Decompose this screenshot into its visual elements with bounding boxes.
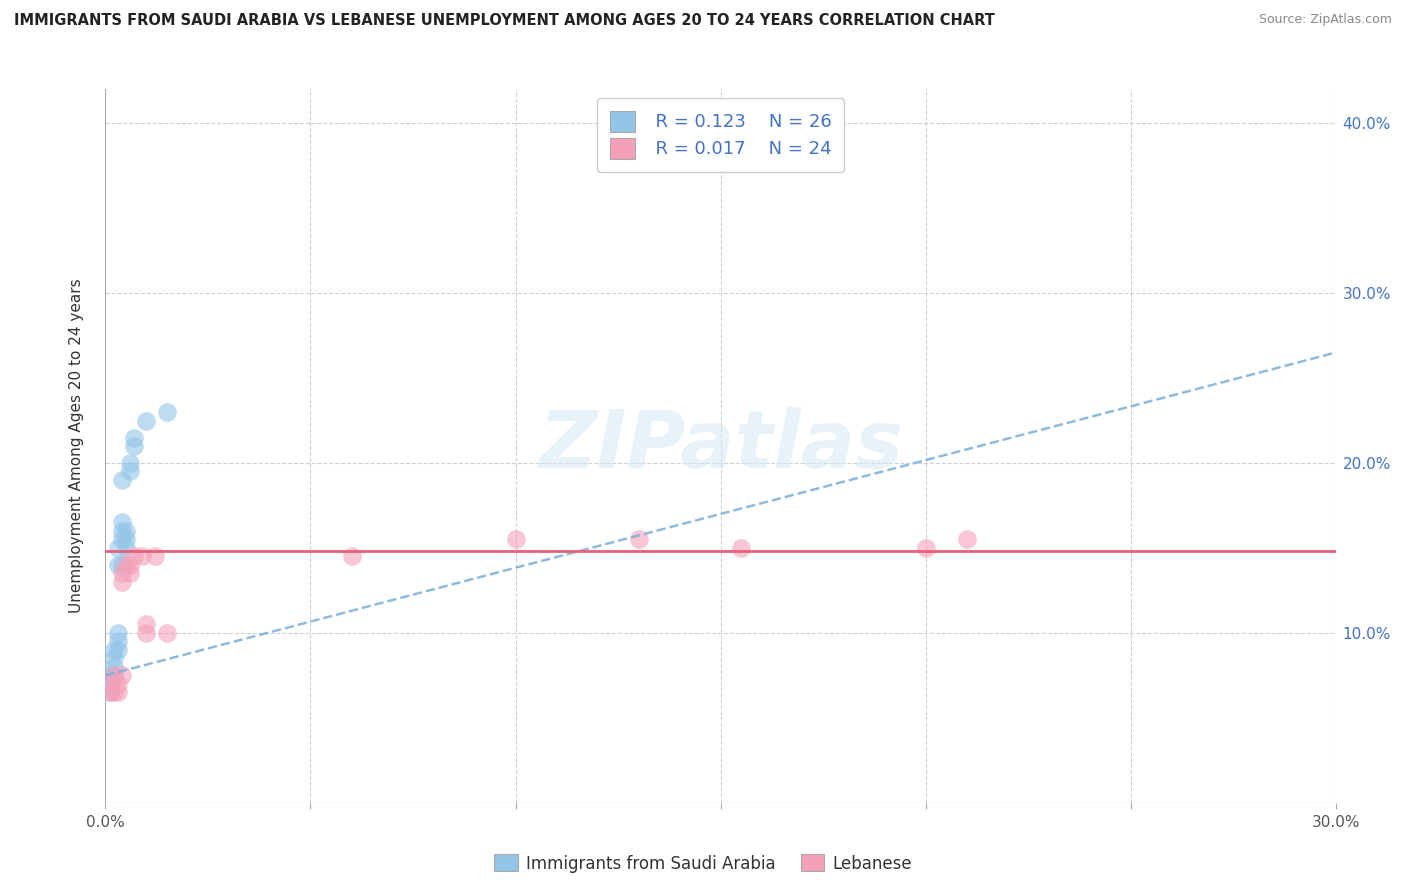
- Point: [135, 617, 157, 632]
- Point: [103, 660, 125, 674]
- Point: [98, 685, 121, 699]
- Point: [103, 643, 125, 657]
- Point: [115, 558, 138, 572]
- Point: [131, 549, 153, 564]
- Point: [107, 626, 129, 640]
- Point: [914, 541, 936, 555]
- Text: Source: ZipAtlas.com: Source: ZipAtlas.com: [1258, 13, 1392, 27]
- Point: [111, 516, 134, 530]
- Point: [120, 456, 141, 470]
- Point: [103, 668, 125, 682]
- Point: [107, 558, 129, 572]
- Point: [115, 541, 138, 555]
- Point: [122, 439, 145, 453]
- Text: IMMIGRANTS FROM SAUDI ARABIA VS LEBANESE UNEMPLOYMENT AMONG AGES 20 TO 24 YEARS : IMMIGRANTS FROM SAUDI ARABIA VS LEBANESE…: [14, 13, 995, 29]
- Legend: Immigrants from Saudi Arabia, Lebanese: Immigrants from Saudi Arabia, Lebanese: [488, 847, 918, 880]
- Point: [107, 643, 129, 657]
- Point: [107, 634, 129, 648]
- Point: [120, 558, 141, 572]
- Point: [111, 668, 134, 682]
- Point: [505, 533, 527, 547]
- Point: [107, 685, 129, 699]
- Point: [111, 558, 134, 572]
- Point: [135, 626, 157, 640]
- Legend:   R = 0.123    N = 26,   R = 0.017    N = 24: R = 0.123 N = 26, R = 0.017 N = 24: [598, 98, 844, 171]
- Point: [98, 677, 121, 691]
- Point: [730, 541, 752, 555]
- Point: [111, 574, 134, 589]
- Point: [98, 668, 121, 682]
- Point: [115, 533, 138, 547]
- Y-axis label: Unemployment Among Ages 20 to 24 years: Unemployment Among Ages 20 to 24 years: [69, 278, 84, 614]
- Point: [627, 533, 650, 547]
- Point: [107, 541, 129, 555]
- Point: [156, 405, 179, 419]
- Point: [98, 677, 121, 691]
- Point: [98, 685, 121, 699]
- Point: [103, 685, 125, 699]
- Point: [111, 566, 134, 581]
- Point: [120, 465, 141, 479]
- Point: [107, 677, 129, 691]
- Point: [122, 430, 145, 444]
- Point: [103, 651, 125, 665]
- Point: [956, 533, 979, 547]
- Point: [156, 626, 179, 640]
- Point: [120, 566, 141, 581]
- Point: [122, 549, 145, 564]
- Point: [103, 668, 125, 682]
- Text: ZIPatlas: ZIPatlas: [538, 407, 903, 485]
- Point: [115, 524, 138, 538]
- Point: [111, 533, 134, 547]
- Point: [143, 549, 166, 564]
- Point: [111, 473, 134, 487]
- Point: [340, 549, 363, 564]
- Point: [111, 524, 134, 538]
- Point: [135, 413, 157, 427]
